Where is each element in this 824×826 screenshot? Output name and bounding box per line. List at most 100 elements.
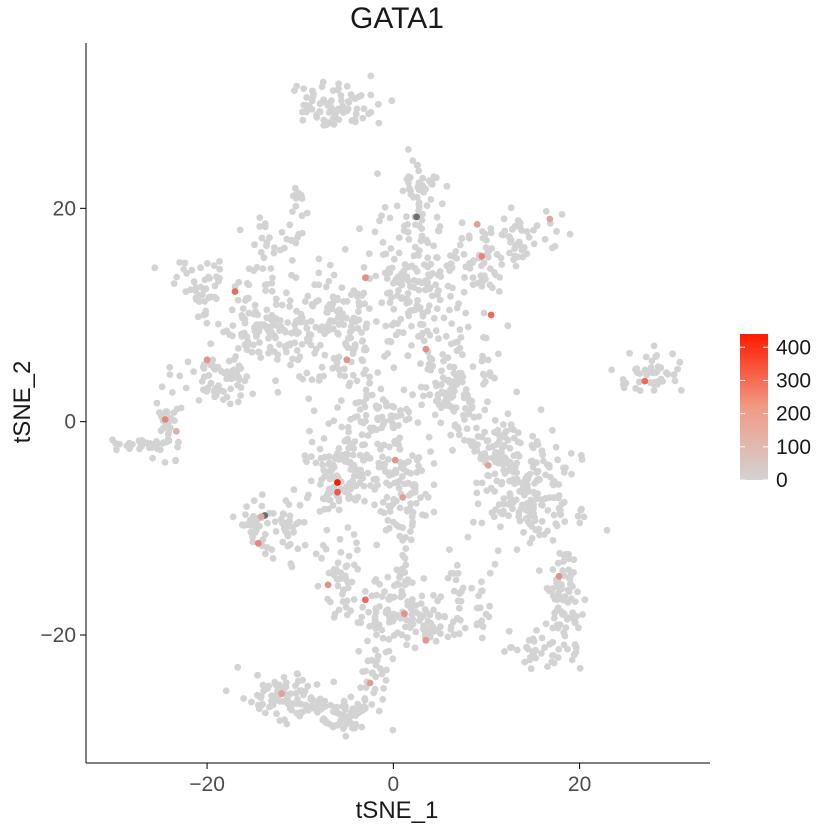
cell-point	[368, 391, 376, 399]
cell-point	[366, 305, 373, 312]
cell-point	[420, 392, 427, 400]
cell-point	[286, 303, 293, 310]
cell-point	[381, 588, 388, 595]
cell-point	[290, 486, 298, 494]
cell-point	[434, 381, 441, 389]
cell-point	[559, 567, 566, 574]
cell-point	[334, 559, 342, 567]
cell-point	[235, 278, 243, 286]
cell-point	[403, 580, 411, 587]
cell-point	[439, 351, 447, 358]
cell-point	[565, 555, 573, 563]
cell-point	[250, 341, 257, 349]
cell-point	[567, 450, 575, 457]
cell-point	[357, 619, 364, 627]
cell-point	[347, 693, 355, 701]
cell-point	[423, 625, 430, 632]
cell-point	[395, 234, 403, 242]
cell-point	[442, 392, 450, 400]
cell-point	[478, 479, 486, 487]
cell-point	[378, 670, 386, 678]
cell-point	[320, 466, 328, 474]
cell-point	[260, 687, 267, 695]
cell-point	[444, 401, 452, 409]
cell-point	[364, 469, 372, 477]
cell-point	[379, 696, 387, 703]
cell-point	[447, 569, 455, 577]
cell-point	[446, 546, 453, 553]
cell-point	[560, 641, 568, 649]
cell-point	[407, 536, 415, 544]
cell-point	[441, 613, 449, 621]
cell-point	[399, 524, 406, 532]
cell-point	[274, 388, 282, 396]
cell-point	[374, 414, 381, 422]
cell-point	[468, 584, 475, 592]
cell-point	[417, 321, 424, 328]
cell-point	[322, 283, 330, 291]
cell-point	[603, 526, 611, 534]
cell-point	[371, 228, 379, 236]
cell-point	[418, 216, 426, 224]
cell-point	[501, 442, 508, 449]
cell-point	[328, 301, 336, 309]
cell-point	[641, 366, 649, 374]
cell-point	[315, 297, 322, 304]
cell-point	[301, 541, 309, 549]
cell-point	[321, 697, 329, 705]
cell-point	[305, 395, 313, 403]
cell-point	[157, 427, 165, 435]
cell-point	[448, 320, 456, 327]
cell-point	[480, 309, 488, 317]
cell-point	[347, 713, 354, 720]
cell-point	[203, 319, 211, 327]
cell-point	[400, 386, 408, 394]
cell-point	[478, 357, 486, 365]
cell-point	[342, 563, 350, 571]
cell-point	[288, 257, 296, 264]
cell-point	[245, 309, 253, 317]
cell-point	[529, 635, 537, 643]
cell-point	[571, 641, 579, 648]
cell-point	[491, 560, 499, 568]
cell-point	[272, 528, 280, 535]
cell-point	[556, 621, 564, 628]
cell-point	[234, 345, 242, 352]
cell-point	[289, 355, 296, 363]
cell-point	[461, 436, 468, 444]
cell-point	[491, 416, 499, 424]
cell-point	[263, 242, 270, 250]
cell-point	[321, 703, 329, 710]
cell-point	[292, 682, 299, 690]
cell-point	[447, 260, 455, 268]
cell-point	[307, 317, 315, 325]
cell-point	[201, 276, 209, 284]
cell-point	[330, 271, 338, 279]
cell-point	[239, 305, 247, 312]
cell-point	[359, 114, 367, 122]
cell-point	[331, 114, 339, 121]
cell-point	[350, 445, 357, 452]
cell-point	[399, 187, 407, 195]
cell-point	[305, 102, 313, 110]
cell-point	[320, 372, 327, 380]
cell-point	[286, 705, 294, 712]
cell-point	[558, 608, 565, 616]
cell-point	[432, 281, 440, 289]
cell-point	[318, 323, 326, 330]
cell-point	[324, 505, 332, 513]
cell-point	[537, 406, 545, 413]
cell-point	[223, 368, 231, 376]
cell-point	[267, 265, 275, 272]
cell-point	[288, 563, 296, 571]
cell-point	[577, 451, 585, 459]
cell-point	[319, 542, 327, 549]
cell-point	[431, 411, 439, 419]
cell-point	[380, 441, 388, 449]
cell-point	[236, 376, 243, 383]
cell-point	[165, 437, 173, 445]
cell-point	[520, 528, 527, 536]
cell-point	[456, 344, 464, 352]
cell-point	[394, 273, 402, 281]
cell-point	[329, 723, 337, 731]
